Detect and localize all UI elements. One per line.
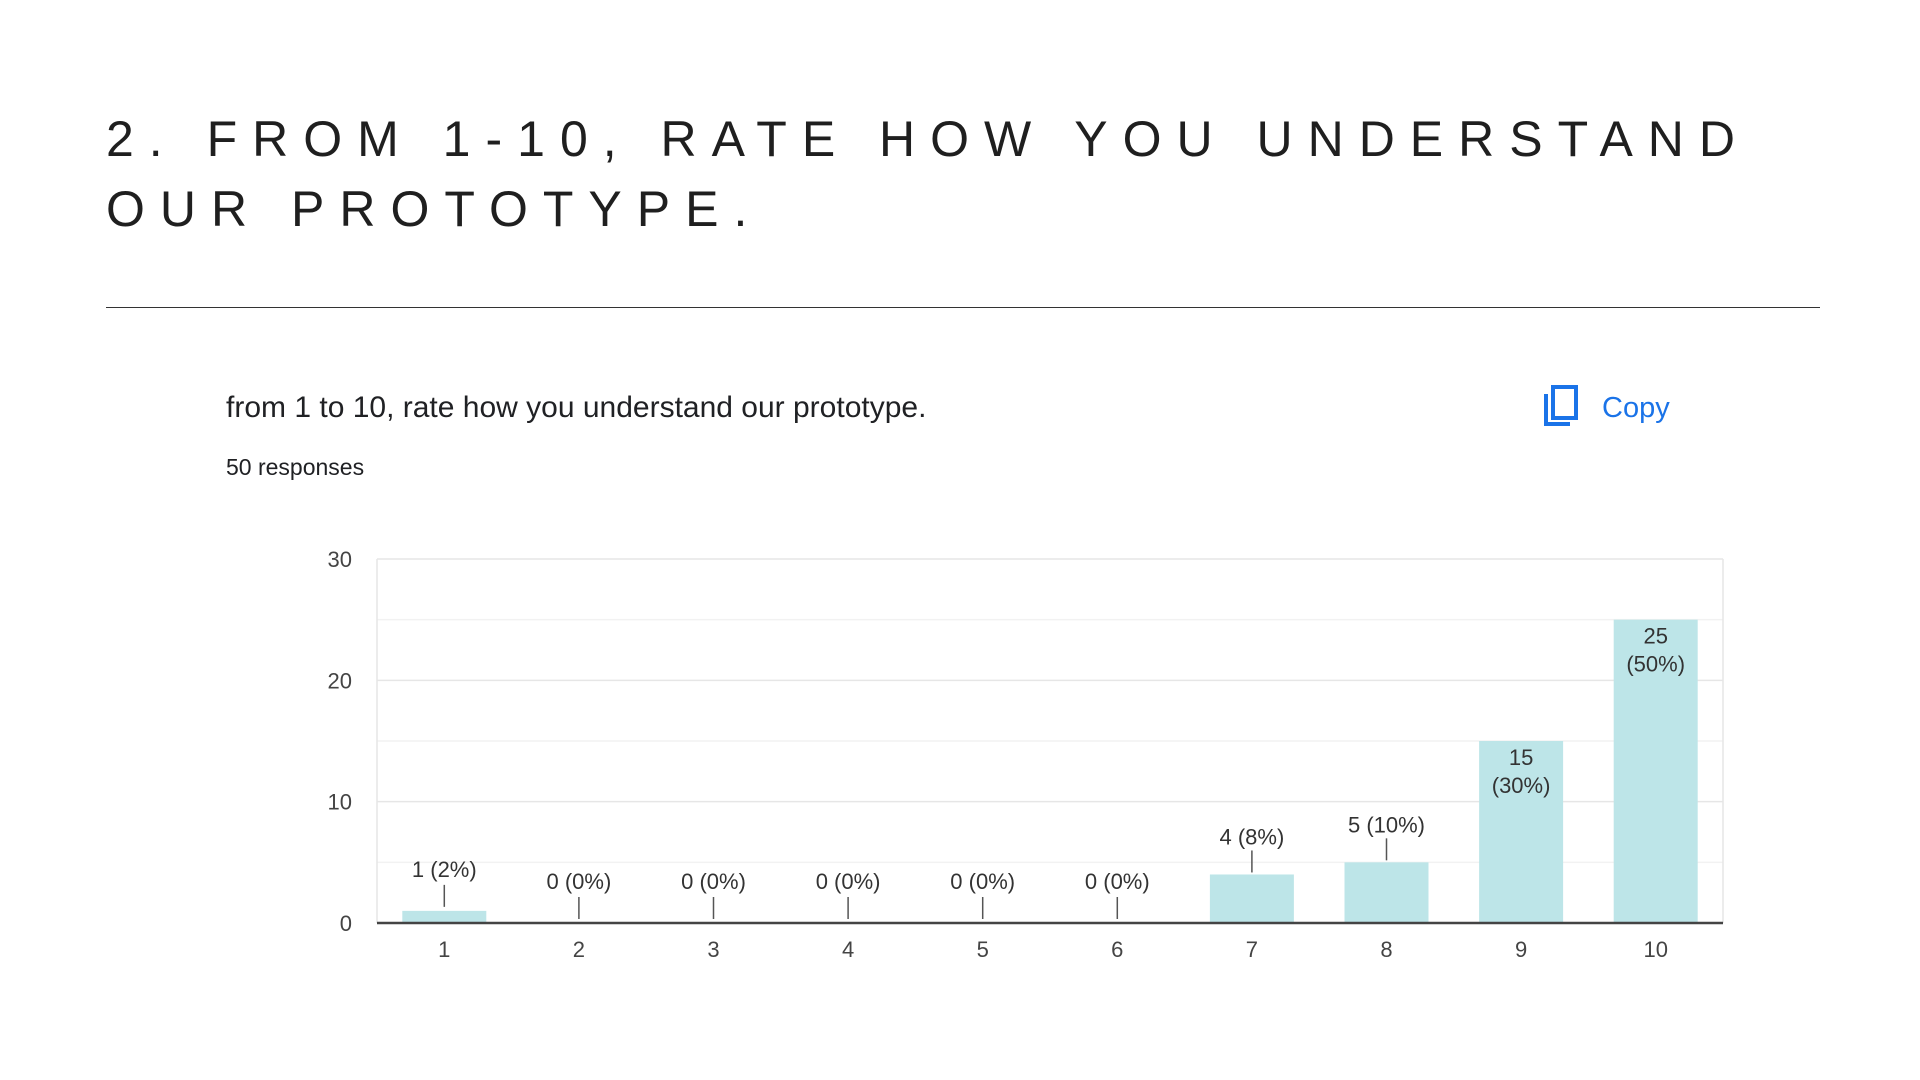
title-divider bbox=[106, 307, 1820, 308]
x-tick-label: 5 bbox=[977, 937, 989, 962]
x-tick-label: 10 bbox=[1643, 937, 1667, 962]
bar-data-label: 4 (8%) bbox=[1220, 824, 1285, 849]
y-tick-label: 0 bbox=[340, 911, 352, 936]
x-tick-label: 7 bbox=[1246, 937, 1258, 962]
copy-label: Copy bbox=[1602, 392, 1670, 424]
x-tick-label: 4 bbox=[842, 937, 854, 962]
bar-data-label: 0 (0%) bbox=[547, 869, 612, 894]
bar bbox=[1344, 862, 1429, 923]
x-tick-label: 6 bbox=[1111, 937, 1123, 962]
y-tick-label: 10 bbox=[328, 790, 352, 815]
bar-data-label: 1 (2%) bbox=[412, 857, 477, 882]
y-tick-label: 30 bbox=[328, 547, 352, 572]
x-tick-label: 9 bbox=[1515, 937, 1527, 962]
x-tick-label: 8 bbox=[1380, 937, 1392, 962]
bar bbox=[1613, 619, 1698, 923]
bar-data-label: 0 (0%) bbox=[681, 869, 746, 894]
bar bbox=[402, 910, 487, 923]
bar-data-label: 15 (30%) bbox=[1492, 745, 1551, 798]
bar-data-label: 5 (10%) bbox=[1348, 812, 1425, 837]
copy-icon bbox=[1542, 384, 1580, 433]
y-tick-label: 20 bbox=[328, 668, 352, 693]
x-tick-label: 2 bbox=[573, 937, 585, 962]
bar-data-label: 0 (0%) bbox=[1085, 869, 1150, 894]
x-tick-label: 1 bbox=[438, 937, 450, 962]
copy-chart-button[interactable]: Copy bbox=[1542, 384, 1670, 433]
question-title: from 1 to 10, rate how you understand ou… bbox=[226, 391, 927, 424]
bar-data-label: 0 (0%) bbox=[950, 869, 1015, 894]
x-tick-label: 3 bbox=[707, 937, 719, 962]
bar-data-label: 25 (50%) bbox=[1626, 624, 1685, 677]
bar bbox=[1479, 741, 1564, 923]
bar bbox=[1209, 874, 1294, 923]
response-count: 50 responses bbox=[226, 454, 365, 480]
slide-title: 2. FROM 1-10, RATE HOW YOU UNDERSTAND OU… bbox=[106, 111, 1751, 237]
bar-data-label: 0 (0%) bbox=[816, 869, 881, 894]
